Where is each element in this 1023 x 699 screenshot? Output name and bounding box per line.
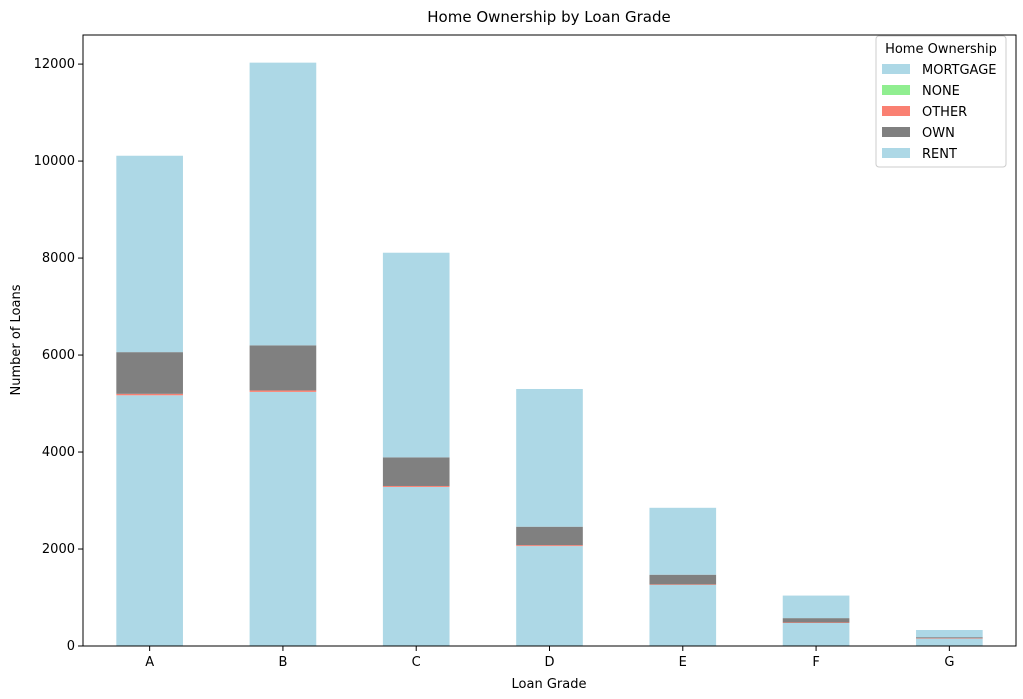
bar-E-mortgage — [649, 584, 717, 646]
bar-B-mortgage — [249, 391, 317, 646]
legend-label-own: OWN — [922, 126, 955, 141]
y-tick-label: 10000 — [34, 154, 75, 169]
bar-C-rent — [382, 252, 450, 458]
legend-title: Home Ownership — [885, 42, 997, 57]
bars-group — [116, 62, 983, 646]
legend-label-none: NONE — [922, 84, 960, 99]
bar-A-rent — [116, 155, 183, 353]
legend-label-mortgage: MORTGAGE — [922, 63, 997, 78]
chart-title: Home Ownership by Loan Grade — [427, 8, 670, 26]
bar-E-rent — [649, 507, 717, 575]
bar-A-own — [116, 352, 183, 394]
bar-F-own — [782, 618, 850, 623]
x-tick-label: D — [544, 655, 554, 670]
bar-D-mortgage — [516, 546, 583, 646]
y-tick-label: 4000 — [42, 445, 75, 460]
bar-G-own — [916, 637, 983, 639]
bar-B-own — [249, 345, 317, 391]
bar-G-mortgage — [916, 638, 983, 646]
x-tick-label: A — [145, 655, 154, 670]
bar-F-mortgage — [782, 622, 850, 646]
bar-E-own — [649, 574, 717, 585]
legend-swatch-rent — [882, 148, 910, 158]
bar-B-rent — [249, 62, 317, 346]
bar-C-mortgage — [382, 486, 450, 646]
legend-swatch-other — [882, 106, 910, 116]
bar-D-rent — [516, 388, 583, 527]
y-tick-label: 8000 — [42, 251, 75, 266]
bar-E-other — [649, 584, 717, 585]
legend-label-other: OTHER — [922, 105, 967, 120]
legend-swatch-none — [882, 85, 910, 95]
legend: Home Ownership MORTGAGE NONE OTHER OWN RENT — [875, 35, 1007, 168]
y-axis: 0 2000 4000 6000 8000 10000 12000 — [34, 57, 83, 654]
y-axis-label: Number of Loans — [9, 284, 24, 395]
x-tick-label: G — [944, 655, 954, 670]
x-tick-label: B — [278, 655, 287, 670]
y-tick-label: 6000 — [42, 348, 75, 363]
x-tick-label: E — [679, 655, 687, 670]
y-tick-label: 12000 — [34, 57, 75, 72]
legend-label-rent: RENT — [922, 147, 957, 162]
bar-A-mortgage — [116, 395, 183, 646]
bar-D-other — [516, 545, 583, 547]
x-tick-label: C — [412, 655, 421, 670]
x-axis-label: Loan Grade — [512, 677, 587, 692]
bar-D-own — [516, 526, 583, 546]
bar-G-rent — [916, 629, 983, 638]
bar-C-own — [382, 457, 450, 486]
legend-swatch-mortgage — [882, 64, 910, 74]
x-axis: A B C D E F G — [145, 646, 954, 670]
x-tick-label: F — [812, 655, 819, 670]
legend-items: MORTGAGE NONE OTHER OWN RENT — [882, 63, 997, 162]
legend-swatch-own — [882, 127, 910, 137]
bar-A-other — [116, 393, 183, 396]
bar-B-other — [249, 390, 317, 392]
bar-C-other — [382, 485, 450, 487]
y-tick-label: 0 — [67, 639, 75, 654]
y-tick-label: 2000 — [42, 542, 75, 557]
bar-F-other — [782, 622, 850, 623]
bar-G-other — [916, 638, 983, 639]
bar-F-rent — [782, 595, 850, 619]
